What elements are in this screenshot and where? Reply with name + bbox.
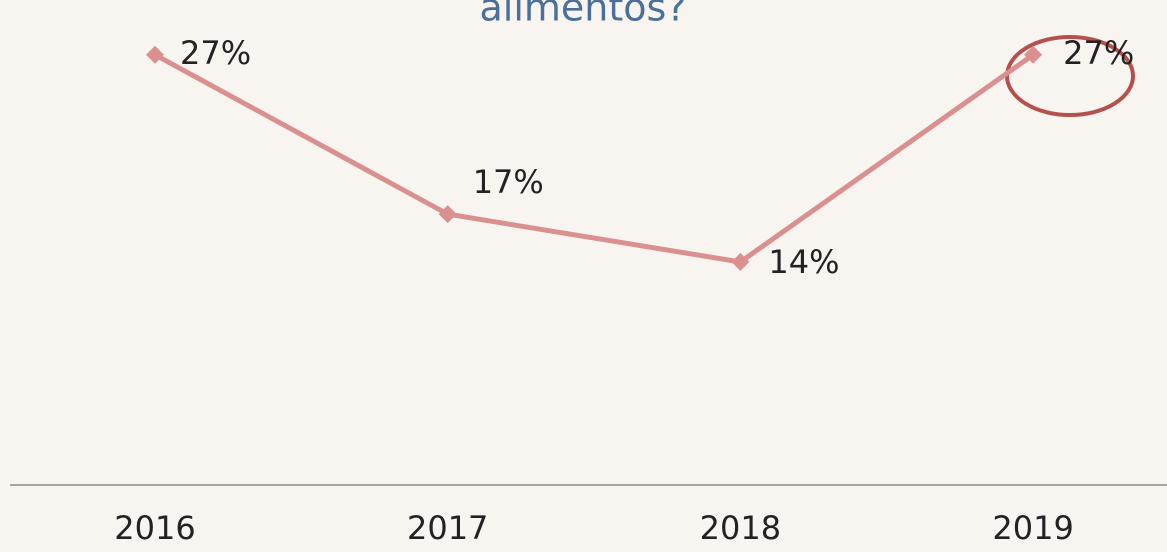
chart: alimentos? 2016 2017 2018 2019 27% 17% 14% 27%: [0, 0, 1167, 552]
x-tick-label: 2017: [407, 509, 488, 547]
data-label: 14%: [768, 243, 839, 281]
data-label: 17%: [473, 163, 544, 201]
page: alimentos? 201620172018201927%17%14%27% …: [0, 0, 1167, 552]
x-tick-label: 2016: [114, 509, 195, 547]
x-tick-label: 2018: [700, 509, 781, 547]
x-tick-label: 2019: [992, 509, 1073, 547]
data-label: 27%: [1063, 34, 1134, 72]
chart-title: alimentos?: [480, 0, 687, 30]
data-label: 27%: [180, 34, 251, 72]
